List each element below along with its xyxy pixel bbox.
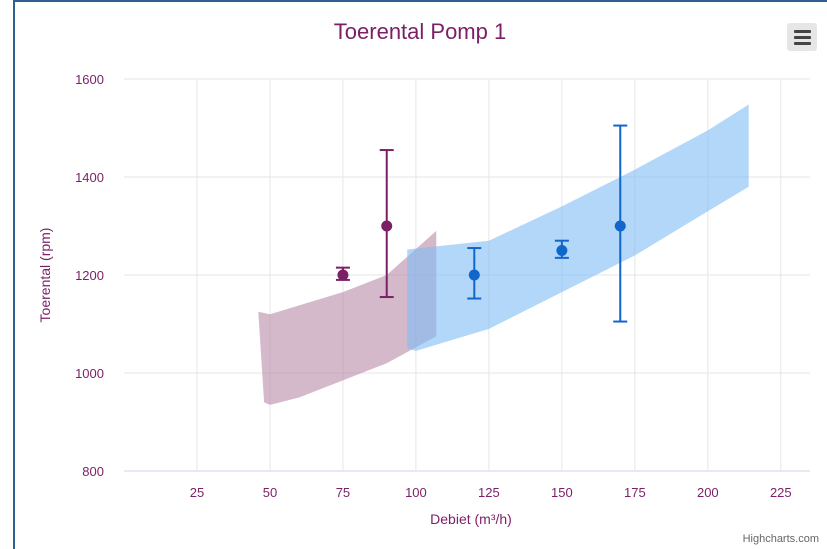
data-point[interactable] xyxy=(468,269,480,281)
range-band xyxy=(258,230,437,405)
x-tick-label: 175 xyxy=(624,485,646,500)
frame-border-left xyxy=(13,0,15,549)
hamburger-menu-icon xyxy=(794,30,811,33)
y-tick-label: 1000 xyxy=(75,366,104,381)
data-points xyxy=(337,220,626,281)
x-tick-label: 200 xyxy=(697,485,719,500)
frame-border-top xyxy=(13,0,827,2)
x-axis-label: Debiet (m³/h) xyxy=(430,511,512,527)
data-point[interactable] xyxy=(556,245,568,256)
x-tick-label: 75 xyxy=(336,485,350,500)
range-band xyxy=(407,104,749,351)
y-axis-label: Toerental (rpm) xyxy=(37,228,53,323)
x-tick-label: 225 xyxy=(770,485,792,500)
credits-link[interactable]: Highcharts.com xyxy=(742,533,819,545)
x-tick-label: 150 xyxy=(551,485,573,500)
hamburger-menu-icon-bar xyxy=(794,36,811,39)
x-tick-label: 50 xyxy=(263,485,277,500)
chart-title: Toerental Pomp 1 xyxy=(334,19,506,44)
y-tick-labels: 800 1000 1200 1400 1600 xyxy=(75,72,104,479)
bands xyxy=(258,104,749,405)
data-point[interactable] xyxy=(381,220,393,232)
y-tick-label: 800 xyxy=(82,464,104,479)
chart-menu-button[interactable] xyxy=(787,23,817,51)
y-tick-label: 1400 xyxy=(75,170,104,185)
x-tick-labels: 25 50 75 100 125 150 175 200 225 xyxy=(190,485,792,500)
x-tick-label: 25 xyxy=(190,485,204,500)
y-tick-label: 1600 xyxy=(75,72,104,87)
x-tick-label: 125 xyxy=(478,485,500,500)
hamburger-menu-icon-bar xyxy=(794,42,811,45)
y-tick-label: 1200 xyxy=(75,268,104,283)
x-tick-label: 100 xyxy=(405,485,427,500)
data-point[interactable] xyxy=(337,269,349,281)
data-point[interactable] xyxy=(614,220,626,232)
